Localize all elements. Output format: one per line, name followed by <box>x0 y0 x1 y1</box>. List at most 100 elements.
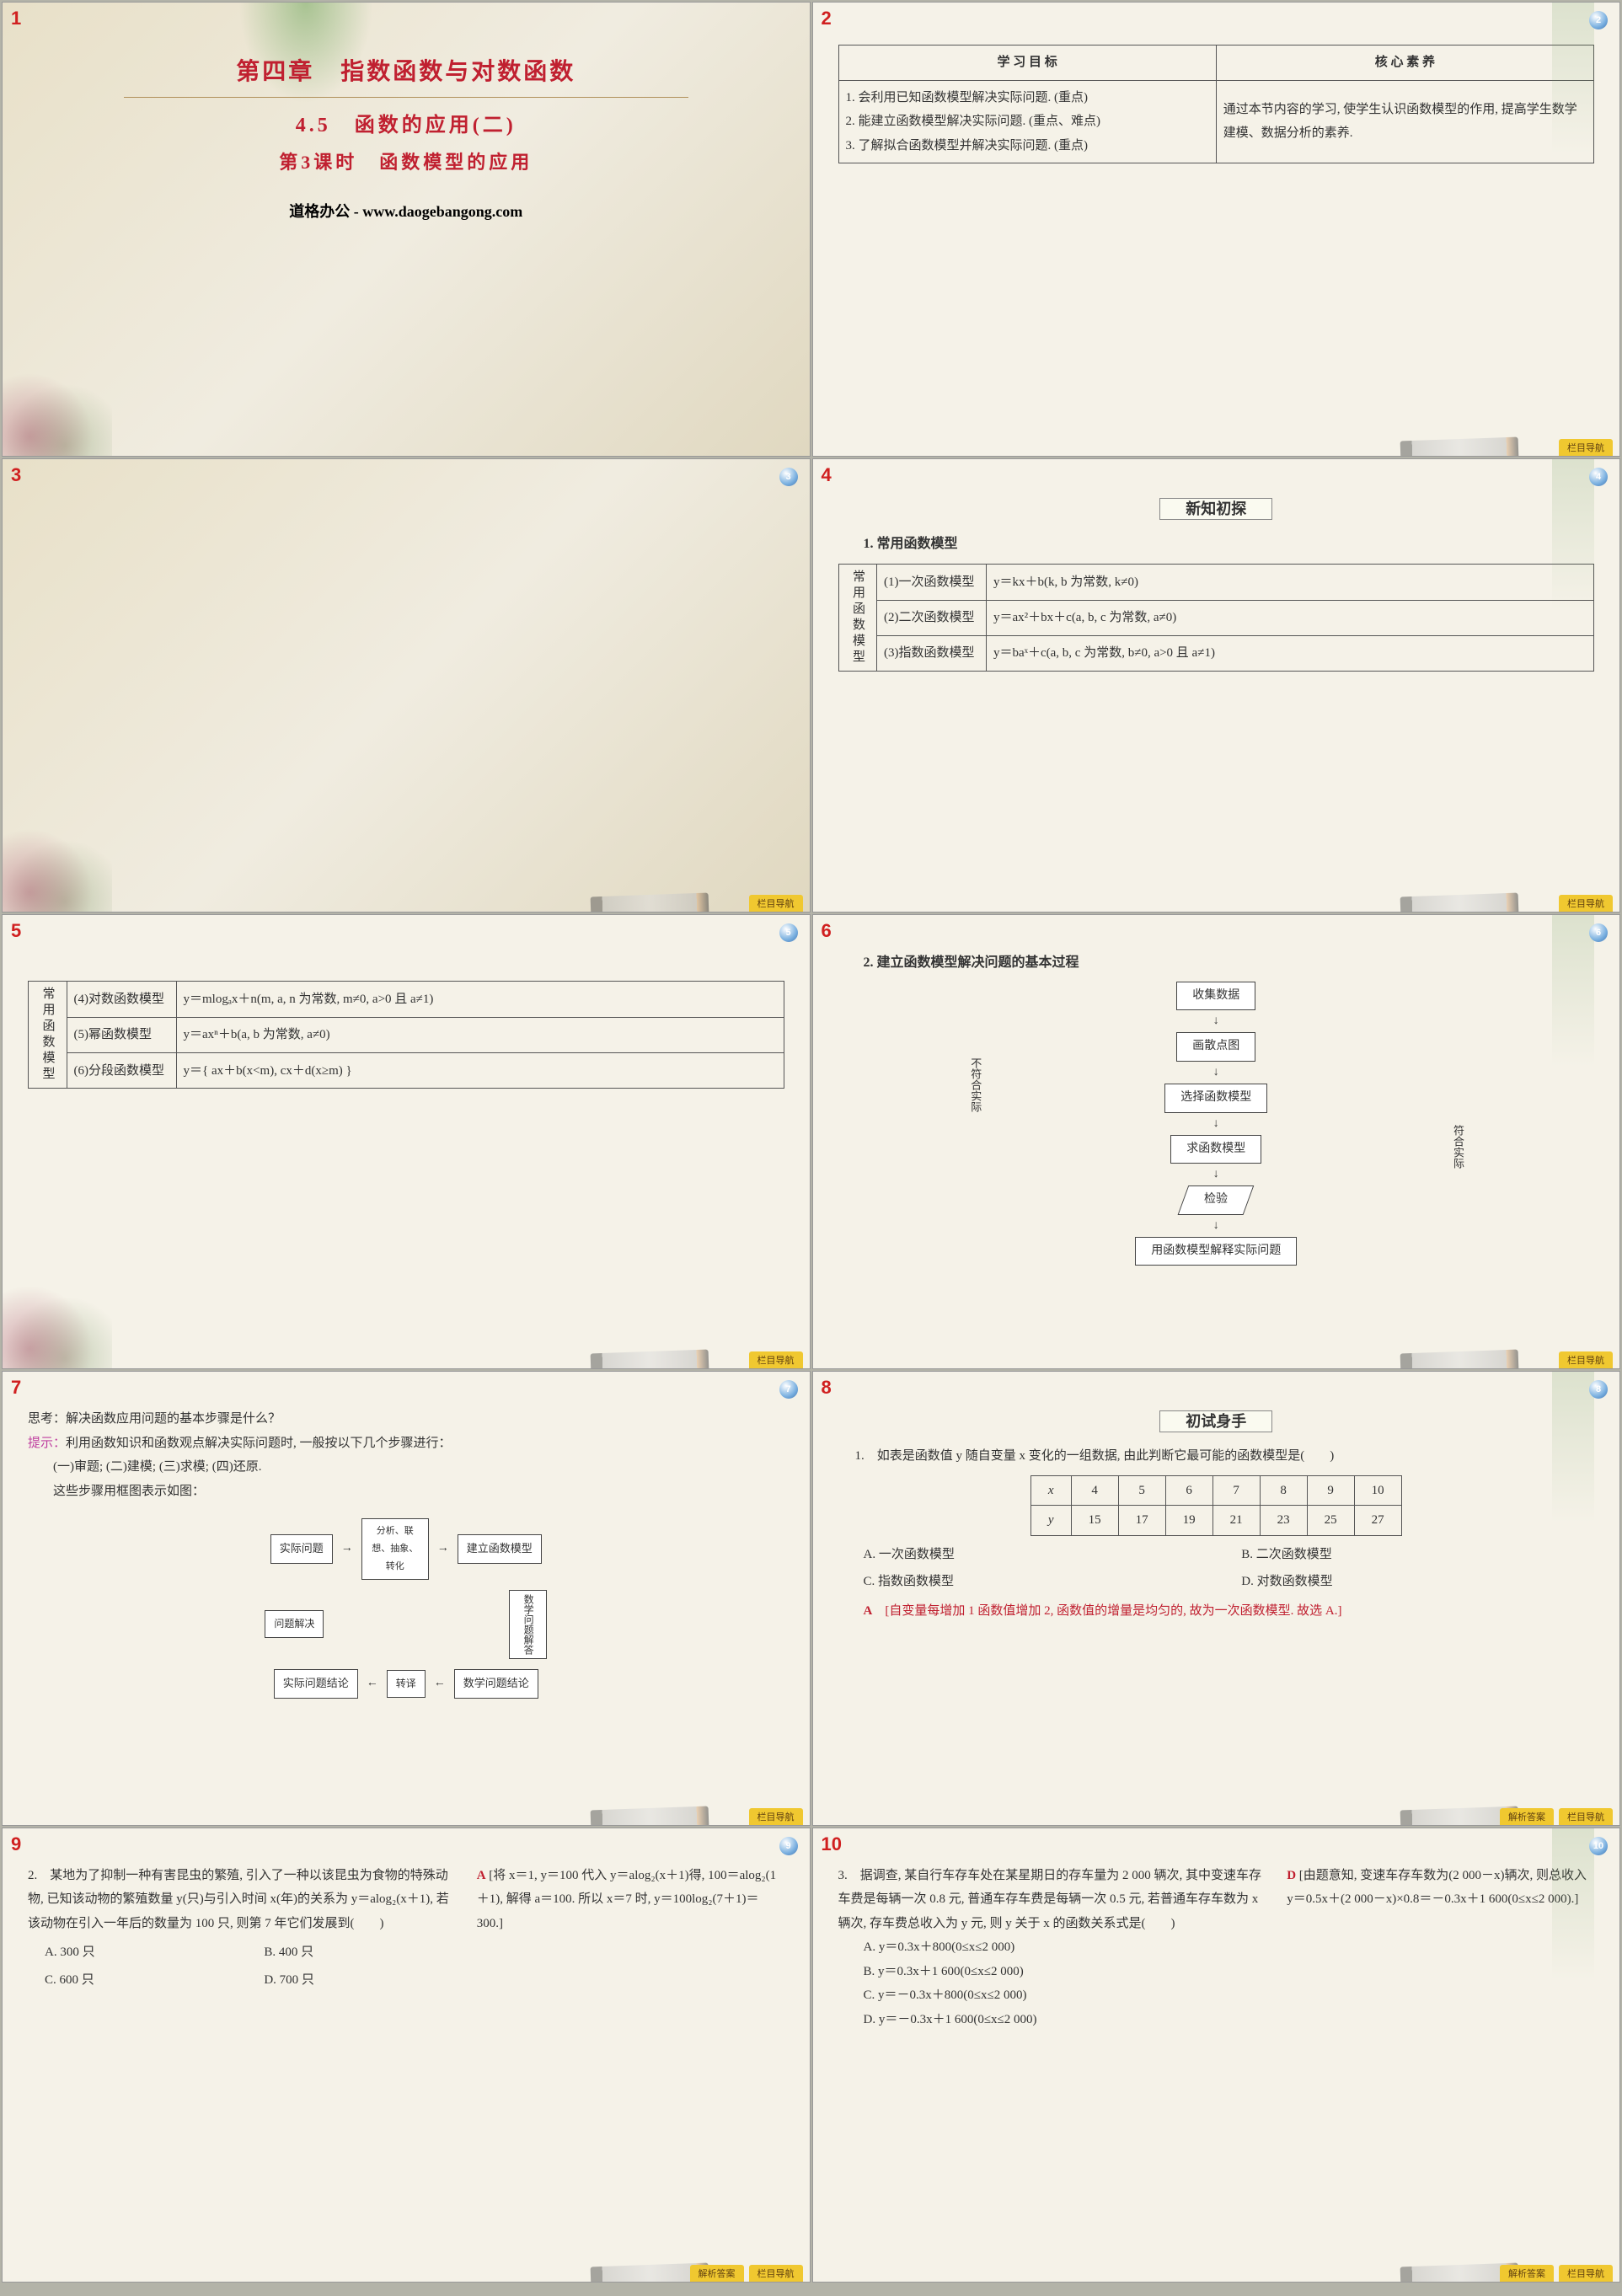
slide-8: 8 8 初试身手 1. 如表是函数值 y 随自变量 x 变化的一组数据, 由此判… <box>812 1371 1621 1826</box>
flow-box: 用函数模型解释实际问题 <box>1135 1237 1297 1266</box>
slide-number: 1 <box>11 8 21 29</box>
model-formula: y＝mlogₐx＋n(m, a, n 为常数, m≠0, a>0 且 a≠1) <box>176 982 784 1017</box>
footer-nav[interactable]: 栏目导航 <box>749 1351 803 1368</box>
slide-number: 8 <box>822 1377 832 1399</box>
option-b: B. 400 只 <box>264 1940 458 1965</box>
data-table: x45678910 y15171921232527 <box>1030 1475 1402 1536</box>
slide-7: 7 7 思考：解决函数应用问题的基本步骤是什么？ 提示：利用函数知识和函数观点解… <box>2 1371 811 1826</box>
page-badge: 3 <box>779 468 798 486</box>
footer-nav[interactable]: 栏目导航 <box>1559 2265 1613 2282</box>
flow-box: 实际问题 <box>270 1534 333 1564</box>
table-cell: 19 <box>1165 1506 1212 1536</box>
table-cell: 21 <box>1212 1506 1260 1536</box>
flow-box: 问题解决 <box>265 1610 324 1638</box>
option-a: A. 300 只 <box>45 1940 238 1965</box>
model-name: (5)幂函数模型 <box>67 1017 176 1052</box>
table-cell: 4 <box>1071 1475 1118 1506</box>
flow-right-label: 符合实际 <box>1447 1125 1468 1169</box>
page-badge: 2 <box>1589 11 1608 29</box>
flow-box: 收集数据 <box>1176 982 1255 1011</box>
question: 3. 据调查, 某自行车存车处在某星期日的存车量为 2 000 辆次, 其中变速… <box>838 1864 1269 1936</box>
slide-4: 4 4 新知初探 1. 常用函数模型 常用函数模型 (1)一次函数模型 y＝kx… <box>812 458 1621 913</box>
table-cell: 17 <box>1118 1506 1165 1536</box>
page-badge: 5 <box>779 923 798 942</box>
subtitle: 1. 常用函数模型 <box>864 532 1595 557</box>
footer-answer[interactable]: 解析答案 <box>690 2265 744 2282</box>
model-formula: y＝ax²＋bx＋c(a, b, c 为常数, a≠0) <box>987 600 1594 635</box>
sub-text: 这些步骤用框图表示如图： <box>53 1480 784 1504</box>
section-header: 初试身手 <box>1159 1410 1272 1432</box>
section-header: 新知初探 <box>1159 498 1272 520</box>
steps: (一)审题; (二)建模; (三)求模; (四)还原. <box>53 1455 784 1480</box>
footer-nav[interactable]: 栏目导航 <box>749 1808 803 1825</box>
literacy-text: 通过本节内容的学习, 使学生认识函数模型的作用, 提高学生数学建模、数据分析的素… <box>1216 80 1593 163</box>
table-cell: 6 <box>1165 1475 1212 1506</box>
option-a: A. 一次函数模型 <box>864 1543 1217 1567</box>
slide-5: 5 5 常用函数模型 (4)对数函数模型 y＝mlogₐx＋n(m, a, n … <box>2 914 811 1369</box>
flow-decision: 检验 <box>1178 1185 1255 1215</box>
answer-label: A <box>477 1869 486 1882</box>
slide-2: 2 2 学 习 目 标 核 心 素 养 1. 会利用已知函数模型解决实际问题. … <box>812 2 1621 457</box>
answer-label: D <box>1287 1869 1296 1882</box>
option-a: A. y＝0.3x＋800(0≤x≤2 000) <box>864 1935 1269 1960</box>
slide-6: 6 6 2. 建立函数模型解决问题的基本过程 不符合实际 符合实际 收集数据 ↓… <box>812 914 1621 1369</box>
model-formula: y＝axⁿ＋b(a, b 为常数, a≠0) <box>176 1017 784 1052</box>
footer-nav[interactable]: 栏目导航 <box>1559 1351 1613 1368</box>
slide-9: 9 9 2. 某地为了抑制一种有害昆虫的繁殖, 引入了一种以该昆虫为食物的特殊动… <box>2 1828 811 2283</box>
page-badge: 4 <box>1589 468 1608 486</box>
slide-number: 10 <box>822 1833 842 1855</box>
footer-nav[interactable]: 栏目导航 <box>1559 895 1613 912</box>
table-cell: 15 <box>1071 1506 1118 1536</box>
table-cell: 10 <box>1354 1475 1401 1506</box>
goal-1: 1. 会利用已知函数模型解决实际问题. (重点) <box>846 86 1209 110</box>
hint-label: 提示： <box>28 1437 66 1450</box>
slide-3: 3 3 自 主 预 习 探 新 知 栏目导航 <box>2 458 811 913</box>
footer-nav[interactable]: 栏目导航 <box>1559 1808 1613 1825</box>
flow-box: 选择函数模型 <box>1164 1084 1267 1113</box>
model-formula: y＝baˣ＋c(a, b, c 为常数, b≠0, a>0 且 a≠1) <box>987 635 1594 671</box>
option-b: B. 二次函数模型 <box>1241 1543 1594 1567</box>
slide-number: 2 <box>822 8 832 29</box>
footer-nav[interactable]: 栏目导航 <box>749 2265 803 2282</box>
footer-nav[interactable]: 栏目导航 <box>1559 439 1613 456</box>
option-b: B. y＝0.3x＋1 600(0≤x≤2 000) <box>864 1960 1269 1984</box>
table-cell: 8 <box>1260 1475 1307 1506</box>
slide-number: 7 <box>11 1377 21 1399</box>
option-d: D. 700 只 <box>264 1968 458 1993</box>
model-name: (3)指数函数模型 <box>877 635 987 671</box>
slide-number: 5 <box>11 920 21 942</box>
flow-box: 数学问题解答 <box>509 1590 547 1659</box>
slide-number: 3 <box>11 464 21 486</box>
footer-nav[interactable]: 栏目导航 <box>749 895 803 912</box>
slide-number: 6 <box>822 920 832 942</box>
table-cell: 7 <box>1212 1475 1260 1506</box>
site-link: 道格办公 - www.daogebangong.com <box>3 200 810 222</box>
table-cell: 27 <box>1354 1506 1401 1536</box>
literacy-header: 核 心 素 养 <box>1216 45 1593 81</box>
table-cell: 23 <box>1260 1506 1307 1536</box>
answer-label: A <box>864 1604 873 1618</box>
option-c: C. 指数函数模型 <box>864 1570 1217 1594</box>
footer-answer[interactable]: 解析答案 <box>1500 1808 1554 1825</box>
model-name: (6)分段函数模型 <box>67 1053 176 1089</box>
table-cell: x <box>1030 1475 1071 1506</box>
goals-header: 学 习 目 标 <box>838 45 1216 81</box>
page-badge: 10 <box>1589 1837 1608 1855</box>
page-badge: 9 <box>779 1837 798 1855</box>
flow-box: 数学问题结论 <box>454 1669 538 1699</box>
question: 1. 如表是函数值 y 随自变量 x 变化的一组数据, 由此判断它最可能的函数模… <box>855 1444 1595 1469</box>
option-d: D. y＝－0.3x＋1 600(0≤x≤2 000) <box>864 2008 1269 2032</box>
flow-box: 分析、联想、抽象、转化 <box>361 1518 429 1580</box>
answer-text: [自变量每增加 1 函数值增加 2, 函数值的增量是均匀的, 故为一次函数模型.… <box>885 1604 1341 1618</box>
goal-2: 2. 能建立函数模型解决实际问题. (重点、难点) <box>846 110 1209 134</box>
model-name: (2)二次函数模型 <box>877 600 987 635</box>
table-cell: y <box>1030 1506 1071 1536</box>
table-cell: 25 <box>1307 1506 1354 1536</box>
page-badge: 8 <box>1589 1380 1608 1399</box>
model-name: (1)一次函数模型 <box>877 565 987 600</box>
slide-10: 10 10 3. 据调查, 某自行车存车处在某星期日的存车量为 2 000 辆次… <box>812 1828 1621 2283</box>
table-cell: 5 <box>1118 1475 1165 1506</box>
footer-answer[interactable]: 解析答案 <box>1500 2265 1554 2282</box>
model-formula: y＝kx＋b(k, b 为常数, k≠0) <box>987 565 1594 600</box>
flow-box: 画散点图 <box>1176 1032 1255 1062</box>
